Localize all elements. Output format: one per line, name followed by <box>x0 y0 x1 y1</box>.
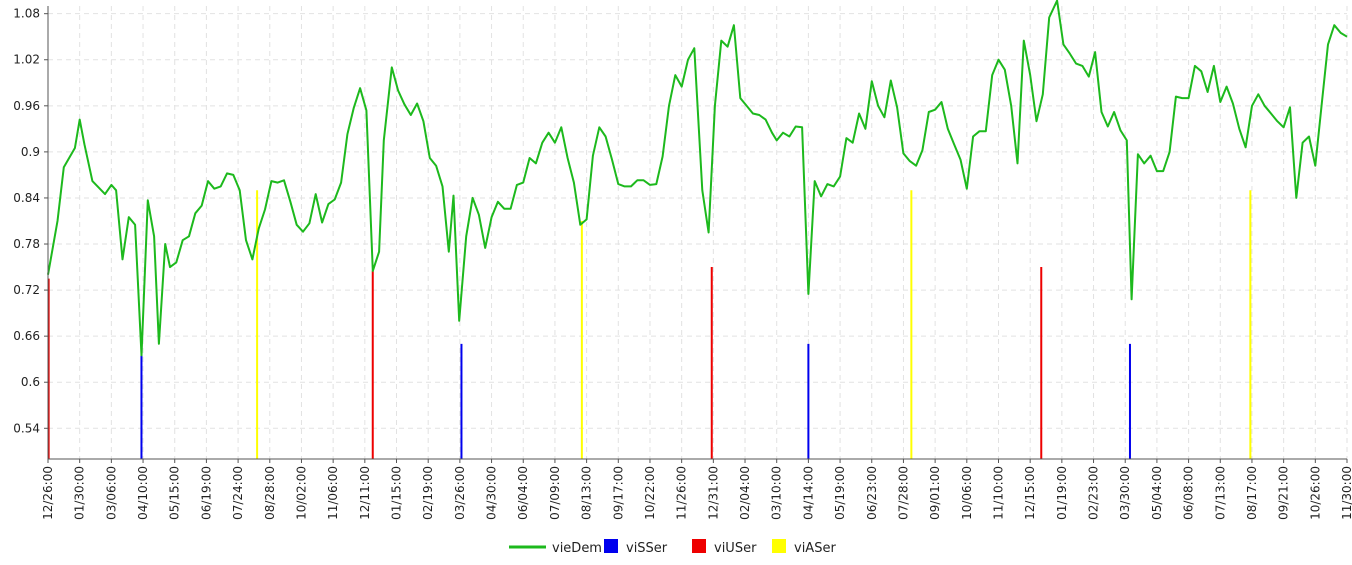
x-tick-label: 02/23:00 <box>1087 466 1101 520</box>
x-tick-label: 01/15:00 <box>390 466 404 520</box>
x-tick-label: 09/17:00 <box>611 466 625 520</box>
x-tick-label: 03/06:00 <box>104 466 118 520</box>
y-tick-label: 0.66 <box>13 329 40 343</box>
x-tick-label: 09/21:00 <box>1277 466 1291 520</box>
x-tick-label: 12/31:00 <box>706 466 720 520</box>
grid-lines <box>47 6 1348 459</box>
line-series <box>47 0 1348 357</box>
x-tick-label: 11/10:00 <box>991 466 1005 520</box>
x-tick-label: 04/14:00 <box>801 466 815 520</box>
x-tick-label: 05/04:00 <box>1150 466 1164 520</box>
x-tick-label: 06/23:00 <box>865 466 879 520</box>
y-tick-label: 0.6 <box>21 375 40 389</box>
x-tick-label: 06/08:00 <box>1182 466 1196 520</box>
x-tick-label: 05/19:00 <box>833 466 847 520</box>
legend-label: vieDem <box>552 541 602 556</box>
y-tick-label: 0.9 <box>21 145 40 159</box>
axes <box>44 6 1348 463</box>
x-tick-label: 11/30:00 <box>1340 466 1352 520</box>
y-tick-label: 0.72 <box>13 283 40 297</box>
x-tick-label: 06/19:00 <box>199 466 213 520</box>
legend-item-viSSer: viSSer <box>604 539 668 556</box>
x-tick-label: 01/19:00 <box>1055 466 1069 520</box>
legend-swatch <box>772 539 786 553</box>
series-line-vieDem <box>47 0 1348 357</box>
x-tick-label: 03/30:00 <box>1118 466 1132 520</box>
x-tick-label: 10/26:00 <box>1308 466 1322 520</box>
x-tick-label: 07/13:00 <box>1213 466 1227 520</box>
x-tick-labels: 12/26:00 01/30:00 03/06:00 04/10:00 05/15:00… <box>41 466 1352 520</box>
x-tick-label: 10/06:00 <box>960 466 974 520</box>
legend: vieDem viSSer viUSer viASer <box>509 539 836 556</box>
y-tick-labels: 0.54 0.6 0.66 0.72 0.78 0.84 0.9 0.96 1.02 1.08 <box>13 7 40 436</box>
x-tick-label: 06/04:00 <box>516 466 530 520</box>
x-tick-label: 07/09:00 <box>548 466 562 520</box>
x-tick-label: 10/22:00 <box>643 466 657 520</box>
x-tick-label: 12/15:00 <box>1023 466 1037 520</box>
x-tick-label: 10/02:00 <box>294 466 308 520</box>
y-tick-label: 0.54 <box>13 421 40 435</box>
x-tick-label: 03/26:00 <box>453 466 467 520</box>
x-tick-label: 08/17:00 <box>1245 466 1259 520</box>
x-tick-label: 11/06:00 <box>326 466 340 520</box>
x-tick-label: 12/11:00 <box>358 466 372 520</box>
x-tick-label: 09/01:00 <box>928 466 942 520</box>
x-tick-label: 07/24:00 <box>231 466 245 520</box>
legend-item-vieDem: vieDem <box>509 541 602 556</box>
x-tick-label: 02/04:00 <box>738 466 752 520</box>
y-tick-label: 1.02 <box>13 53 40 67</box>
y-tick-label: 0.84 <box>13 191 40 205</box>
legend-label: viSSer <box>626 541 668 556</box>
legend-item-viUSer: viUSer <box>692 539 757 556</box>
y-tick-label: 0.96 <box>13 99 40 113</box>
legend-label: viASer <box>794 541 836 556</box>
y-tick-label: 1.08 <box>13 7 40 21</box>
x-tick-label: 04/30:00 <box>485 466 499 520</box>
legend-label: viUSer <box>714 541 757 556</box>
y-tick-label: 0.78 <box>13 237 40 251</box>
x-tick-label: 03/10:00 <box>770 466 784 520</box>
x-tick-label: 07/28:00 <box>896 466 910 520</box>
legend-swatch <box>604 539 618 553</box>
legend-swatch <box>692 539 706 553</box>
x-tick-label: 01/30:00 <box>73 466 87 520</box>
x-tick-label: 05/15:00 <box>168 466 182 520</box>
x-tick-label: 08/28:00 <box>263 466 277 520</box>
x-tick-label: 04/10:00 <box>136 466 150 520</box>
x-tick-label: 12/26:00 <box>41 466 55 520</box>
legend-item-viASer: viASer <box>772 539 836 556</box>
x-tick-label: 11/26:00 <box>675 466 689 520</box>
x-tick-label: 02/19:00 <box>421 466 435 520</box>
x-tick-label: 08/13:00 <box>580 466 594 520</box>
